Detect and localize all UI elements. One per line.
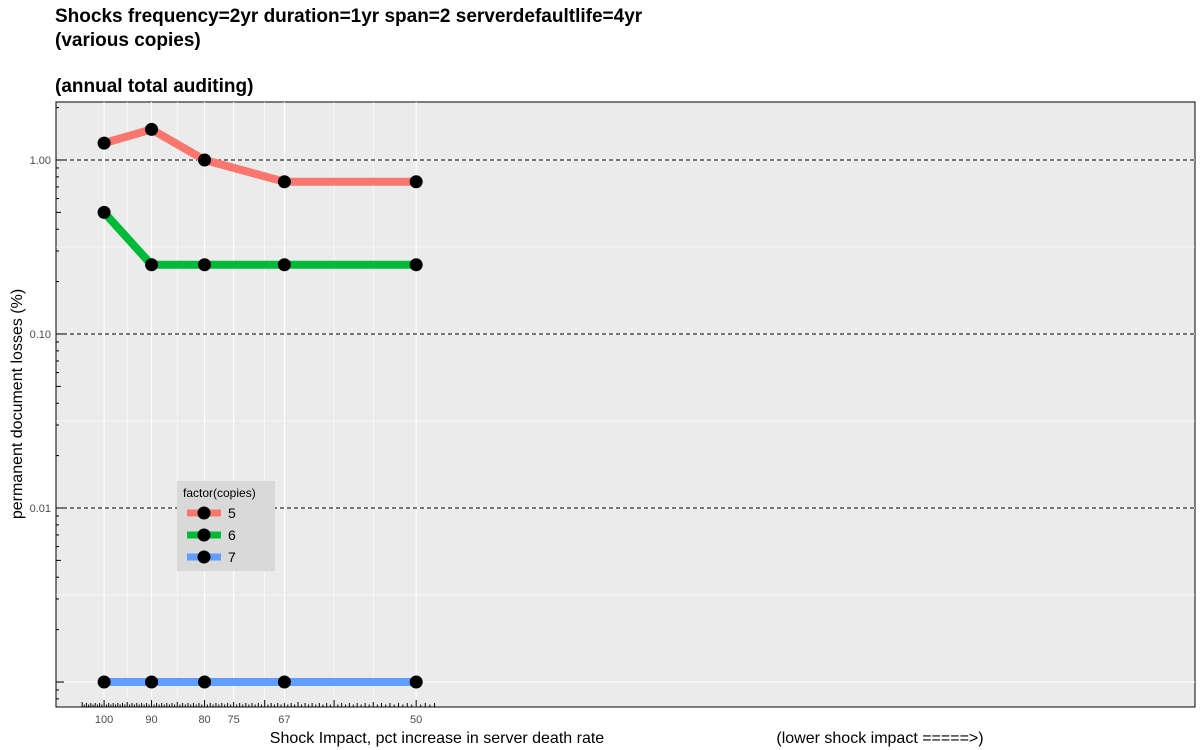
plot-panel [55,101,1196,708]
legend: factor(copies) 5 6 7 [177,481,275,571]
chart-title-line2: (various copies) [55,30,201,51]
data-point-7 [145,675,159,689]
legend-marker-7 [197,550,211,564]
x-axis-note: (lower shock impact =====>) [776,730,983,747]
x-tick-label: 90 [145,714,157,726]
y-tick-label: 0.10 [30,329,51,341]
legend-marker-5 [197,506,211,520]
x-tick-label: 67 [278,714,290,726]
data-point-5 [409,175,423,189]
data-point-6 [97,205,111,219]
x-axis-label: Shock Impact, pct increase in server dea… [270,730,604,747]
data-point-5 [198,153,212,167]
legend-label-7: 7 [228,549,236,565]
axes-layer: 100 90 80 75 67 501.000.100.01 [30,107,436,726]
y-axis-label: permanent document losses (%) [9,289,26,519]
legend-label-5: 5 [228,505,236,521]
data-point-5 [277,175,291,189]
y-tick-label: 0.01 [30,503,51,515]
x-tick-label: 75 [227,714,239,726]
data-point-7 [198,675,212,689]
data-point-6 [409,258,423,272]
data-point-5 [145,122,159,136]
data-point-5 [97,136,111,150]
data-point-7 [97,675,111,689]
series-layer [97,122,423,689]
data-point-6 [198,258,212,272]
x-tick-label: 100 [95,714,113,726]
data-point-6 [145,258,159,272]
chart-title: Shocks frequency=2yr duration=1yr span=2… [55,6,643,27]
data-point-6 [277,258,291,272]
y-tick-label: 1.00 [30,155,51,167]
data-point-7 [409,675,423,689]
data-point-7 [277,675,291,689]
legend-title: factor(copies) [183,486,256,500]
x-tick-label: 80 [198,714,210,726]
legend-marker-6 [197,528,211,542]
x-tick-label: 50 [410,714,422,726]
legend-label-6: 6 [228,527,236,543]
chart-subtitle: (annual total auditing) [55,76,254,97]
